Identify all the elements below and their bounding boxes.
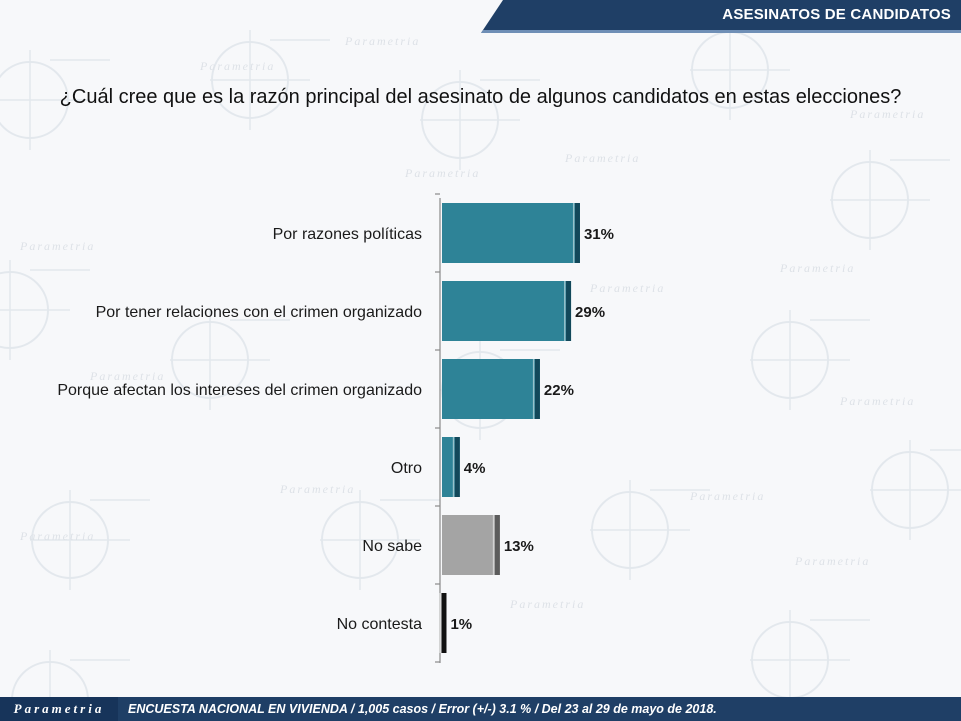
watermark-text: Parametria — [839, 394, 915, 408]
watermark-text: Parametria — [344, 34, 420, 48]
watermark-pattern: ParametriaParametriaParametriaParametria… — [0, 20, 961, 721]
bar-highlight — [452, 437, 455, 497]
bar-porque-afectan-los-intereses-del-crimen-organizado — [442, 359, 540, 419]
bar-face — [442, 515, 500, 575]
bar-edge — [441, 593, 447, 653]
section-title: ASESINATOS DE CANDIDATOS — [722, 6, 951, 23]
watermark-text: Parametria — [89, 369, 165, 383]
bar-edge — [454, 437, 460, 497]
category-label: Por razones políticas — [273, 226, 422, 243]
watermark-text: Parametria — [509, 597, 585, 611]
value-label: 22% — [544, 382, 574, 399]
bar-highlight — [564, 281, 566, 341]
bar-face — [442, 359, 540, 419]
bar-por-razones-politicas — [442, 203, 580, 263]
survey-question: ¿Cuál cree que es la razón principal del… — [59, 86, 902, 108]
watermark-text: Parametria — [689, 489, 765, 503]
bar-face — [442, 281, 572, 341]
watermark-text: Parametria — [279, 482, 355, 496]
watermark-text: Parametria — [199, 59, 275, 73]
bar-edge — [534, 359, 540, 419]
header-accent-stripe — [481, 30, 961, 33]
value-label: 1% — [450, 616, 472, 633]
category-label: Por tener relaciones con el crimen organ… — [96, 304, 423, 321]
bar-highlight — [572, 203, 575, 263]
bar-edge — [566, 281, 572, 341]
header-banner: ASESINATOS DE CANDIDATOS — [481, 0, 961, 33]
category-label: No contesta — [337, 616, 422, 633]
bar-chart: Por razones políticas 31% Por tener relaci… — [57, 193, 614, 663]
watermark-text: Parametria — [404, 166, 480, 180]
category-label: No sabe — [362, 538, 422, 555]
footer-survey-note: ENCUESTA NACIONAL EN VIVIENDA / 1,005 ca… — [128, 702, 717, 716]
value-label: 29% — [575, 304, 605, 321]
bar-otro — [442, 437, 460, 497]
bar-highlight — [532, 359, 535, 419]
watermark-text: Parametria — [849, 107, 925, 121]
watermark-text: Parametria — [19, 239, 95, 253]
bar-face — [442, 203, 580, 263]
watermark-text: Parametria — [19, 529, 95, 543]
bar-por-tener-relaciones-con-el-crimen-organizado — [442, 281, 572, 341]
bar-no-contesta — [439, 593, 447, 653]
bar-no-sabe — [442, 515, 500, 575]
category-label: Porque afectan los intereses del crimen … — [57, 382, 422, 399]
watermark-text: Parametria — [779, 261, 855, 275]
footer-bar: Parametria ENCUESTA NACIONAL EN VIVIENDA… — [0, 697, 961, 721]
value-label: 31% — [584, 226, 614, 243]
footer-logo: Parametria — [0, 697, 118, 721]
bar-edge — [494, 515, 500, 575]
watermark-text: Parametria — [589, 281, 665, 295]
value-label: 4% — [464, 460, 486, 477]
bar-highlight — [492, 515, 495, 575]
category-label: Otro — [391, 460, 422, 477]
bar-highlight — [439, 593, 441, 653]
watermark-text: Parametria — [564, 151, 640, 165]
watermark-text: Parametria — [794, 554, 870, 568]
value-label: 13% — [504, 538, 534, 555]
bar-edge — [574, 203, 580, 263]
